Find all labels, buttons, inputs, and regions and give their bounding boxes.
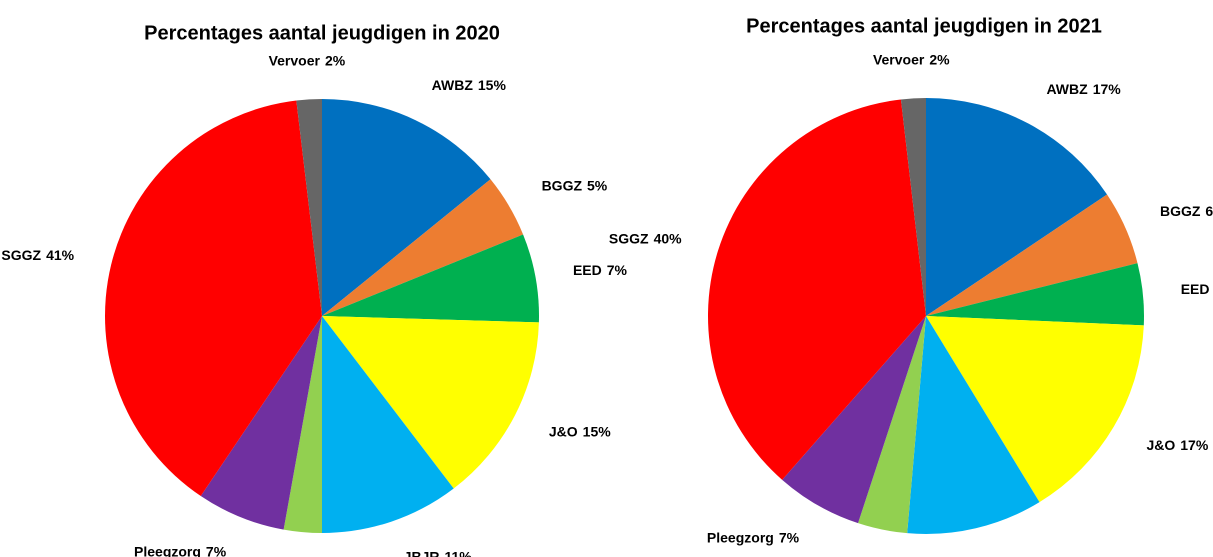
value-label: 7% xyxy=(779,529,800,545)
slice-label: SGGZ 41% xyxy=(1,247,74,263)
pie-slice xyxy=(926,263,1144,326)
pie-slice xyxy=(322,179,524,316)
category-name: JBJR xyxy=(985,556,1021,557)
slice-label: J&O 17% xyxy=(1146,437,1208,453)
category-name: BGGZ xyxy=(1160,203,1201,219)
category-name: J&O xyxy=(1146,437,1175,453)
slice-label: J&O 15% xyxy=(549,423,611,439)
value-label: 11% xyxy=(444,548,472,557)
pie-slice xyxy=(296,99,322,316)
category-name: Pleegzorg xyxy=(134,543,201,557)
category-name: AWBZ xyxy=(432,76,474,92)
pie-slice xyxy=(322,99,491,316)
category-name: Vervoer xyxy=(269,52,321,68)
pie-slice xyxy=(105,100,322,496)
category-name: JBJR xyxy=(404,548,440,557)
category-name: EED xyxy=(1181,281,1210,297)
pie-slice xyxy=(322,316,539,489)
category-name: SGGZ xyxy=(1,247,41,263)
category-name: Vervoer xyxy=(873,51,925,67)
slice-label: EED 7% xyxy=(573,262,628,278)
value-label: 2% xyxy=(325,52,346,68)
chart-title: Percentages aantal jeugdigen in 2021 xyxy=(746,15,1102,37)
pie-slice xyxy=(200,316,322,530)
value-label: 7% xyxy=(607,262,628,278)
pie-slice xyxy=(926,194,1138,316)
slice-label: SGGZ 40% xyxy=(609,230,682,246)
slice-label: AWBZ 17% xyxy=(1046,81,1121,97)
category-name: J&O xyxy=(549,423,578,439)
pie-slice xyxy=(708,99,926,480)
slice-label: Vervoer 2% xyxy=(873,51,950,67)
value-label: 40% xyxy=(654,230,683,246)
value-label: 2% xyxy=(929,51,950,67)
pie-slice xyxy=(926,98,1108,316)
slice-label: JBJR 11% xyxy=(404,548,473,557)
pie-slice xyxy=(907,316,1040,534)
value-label: 6% xyxy=(1205,203,1213,219)
slice-label: EED5% xyxy=(1181,281,1213,297)
value-label: 11% xyxy=(1025,556,1053,557)
pie-slice xyxy=(926,316,1144,503)
slice-label: BGGZ 5% xyxy=(542,177,608,193)
pie-slice xyxy=(858,316,926,534)
value-label: 15% xyxy=(583,423,612,439)
slice-label: Vervoer 2% xyxy=(269,52,346,68)
category-name: EED xyxy=(573,262,602,278)
category-name: BGGZ xyxy=(542,177,583,193)
value-label: 41% xyxy=(46,247,75,263)
value-label: 15% xyxy=(478,76,507,92)
value-label: 7% xyxy=(206,543,227,557)
pie-slice xyxy=(283,316,322,533)
slice-label: Pleegzorg 7% xyxy=(134,543,227,557)
slice-label: JBJR 11% xyxy=(985,556,1054,557)
slice-label: Pleegzorg 7% xyxy=(707,529,800,545)
value-label: 17% xyxy=(1093,81,1122,97)
chart-title: Percentages aantal jeugdigen in 2020 xyxy=(144,22,500,44)
pie-slice xyxy=(782,316,926,524)
category-name: SGGZ xyxy=(609,230,649,246)
value-label: 5% xyxy=(587,177,608,193)
category-name: Pleegzorg xyxy=(707,529,774,545)
value-label: 17% xyxy=(1180,437,1209,453)
slice-label: AWBZ 15% xyxy=(432,76,507,92)
pie-slice xyxy=(900,98,926,316)
category-name: AWBZ xyxy=(1046,81,1088,97)
pie-slice xyxy=(322,234,539,323)
pie-slice xyxy=(322,316,454,533)
